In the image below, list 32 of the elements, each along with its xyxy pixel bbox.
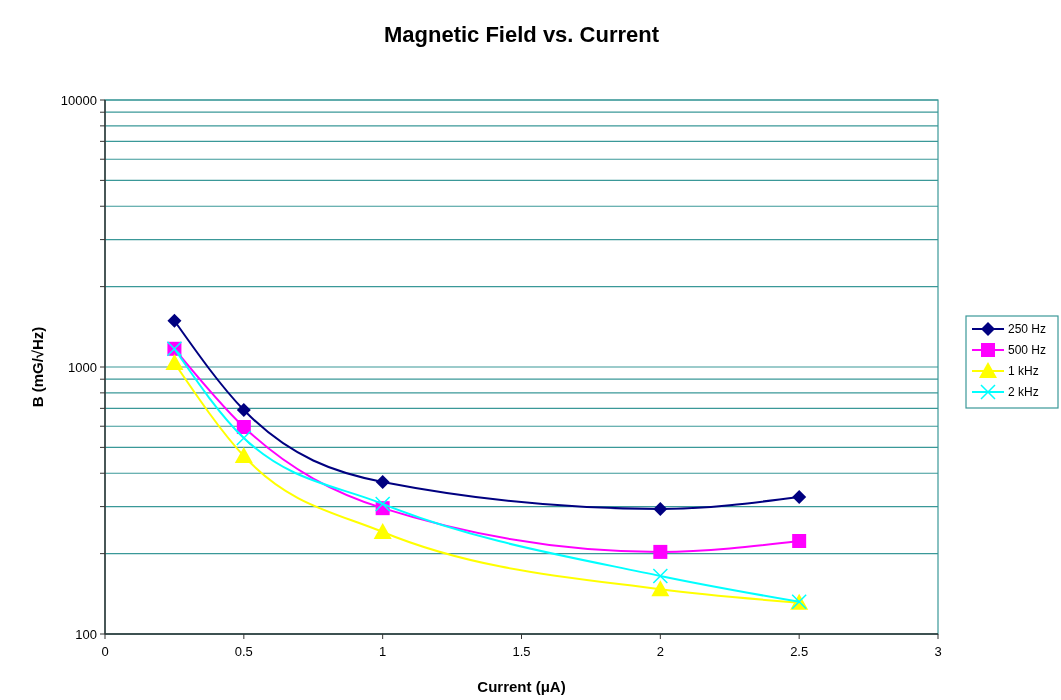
chart-title: Magnetic Field vs. Current xyxy=(383,22,660,47)
legend-label: 1 kHz xyxy=(1008,364,1039,379)
legend-label: 250 Hz xyxy=(1008,322,1047,337)
x-tick-label: 3 xyxy=(934,644,942,659)
point xyxy=(236,420,251,435)
point xyxy=(373,523,392,539)
point xyxy=(234,447,253,464)
point xyxy=(167,313,182,328)
x-tick-label: 0 xyxy=(101,644,109,659)
point xyxy=(236,403,251,418)
point xyxy=(375,474,390,489)
x-tick-label: 0.5 xyxy=(234,644,253,659)
y-tick-label: 100 xyxy=(75,626,97,642)
x-tick-label: 1 xyxy=(379,644,387,659)
x-axis-title: Current (μA) xyxy=(477,678,566,695)
point xyxy=(374,496,391,512)
x-tick-label: 1.5 xyxy=(512,644,531,659)
point xyxy=(653,501,668,516)
x-tick-label: 2 xyxy=(656,644,664,659)
point xyxy=(236,430,252,446)
point xyxy=(653,544,668,559)
point xyxy=(792,489,807,504)
y-axis-title: B (mG/√Hz) xyxy=(29,326,46,408)
point xyxy=(792,534,807,548)
point xyxy=(652,568,669,584)
y-tick-label: 1000 xyxy=(68,359,97,375)
y-tick-label: 10000 xyxy=(60,92,97,108)
x-tick-label: 2.5 xyxy=(790,644,809,659)
legend-label: 500 Hz xyxy=(1008,343,1047,358)
point xyxy=(165,354,184,371)
point xyxy=(651,580,670,597)
legend-label: 2 kHz xyxy=(1008,385,1039,400)
